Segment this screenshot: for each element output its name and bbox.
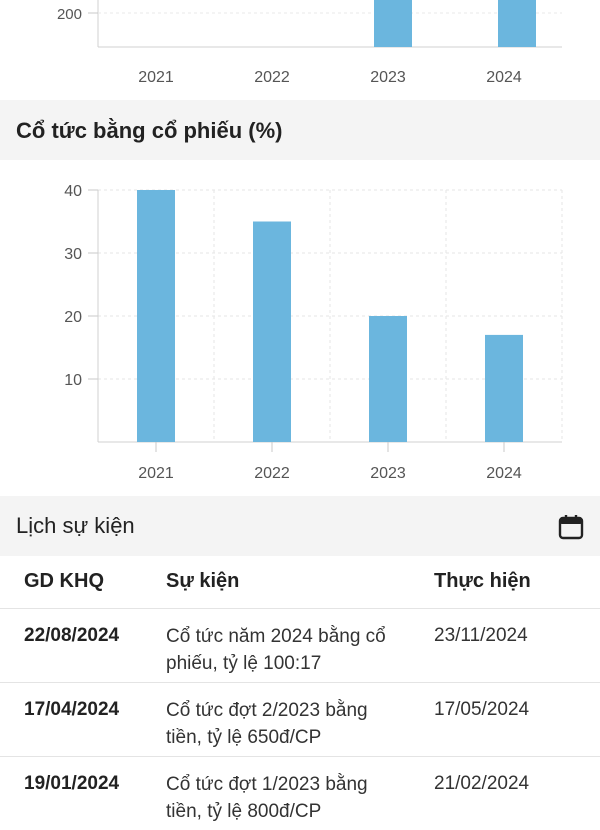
top-chart-ytick: 200 [57,6,82,23]
top-chart-svg: 200 2021 2022 2023 2024 [57,0,562,86]
x-tick-label: 2021 [138,69,174,86]
events-table-header: GD KHQ Sự kiện Thực hiện [0,556,600,609]
bar-2023 [369,316,407,442]
y-tick-label: 20 [64,309,82,326]
calendar-icon[interactable] [558,514,584,545]
top-chart-bar-2023 [374,0,412,47]
row-date: 17/04/2024 [24,699,120,720]
events-title: Lịch sự kiện [16,513,135,538]
row-event: Cổ tức năm 2024 bằng cổ phiếu, tỷ lệ 100… [166,623,422,677]
row-event-line: phiếu, tỷ lệ 100:17 [166,653,322,674]
y-tick-label: 40 [64,183,82,200]
x-tick-label: 2021 [138,465,174,482]
events-header: Lịch sự kiện [0,496,600,556]
row-event: Cổ tức đợt 2/2023 bằng tiền, tỷ lệ 650đ/… [166,697,422,751]
stock-dividend-title: Cổ tức bằng cổ phiếu (%) [16,118,283,143]
x-tick-label: 2023 [370,69,406,86]
top-chart-bar-2024 [498,0,536,47]
row-event-line: Cổ tức đợt 2/2023 bằng [166,700,368,721]
table-row[interactable]: 19/01/2024 Cổ tức đợt 1/2023 bằng tiền, … [0,757,600,830]
row-event-line: Cổ tức đợt 1/2023 bằng [166,774,368,795]
y-tick-label: 10 [64,372,82,389]
row-exec-date: 21/02/2024 [434,773,530,794]
x-tick-label: 2024 [486,465,522,482]
bar-2021 [137,190,175,442]
row-event: Cổ tức đợt 1/2023 bằng tiền, tỷ lệ 800đ/… [166,771,422,825]
y-tick-label: 30 [64,246,82,263]
column-header-su-kien: Sự kiện [166,570,240,592]
table-row[interactable]: 17/04/2024 Cổ tức đợt 2/2023 bằng tiền, … [0,683,600,757]
stock-dividend-chart-svg: 10 20 30 40 2021 2022 2023 2024 [64,183,563,482]
x-tick-label: 2022 [254,465,290,482]
row-event-line: tiền, tỷ lệ 650đ/CP [166,727,322,748]
stock-dividend-header: Cổ tức bằng cổ phiếu (%) [0,100,600,160]
row-date: 22/08/2024 [24,625,120,646]
bar-2024 [485,334,523,442]
x-tick-label: 2024 [486,69,522,86]
x-tick-label: 2023 [370,465,406,482]
bar-2022 [253,221,291,442]
column-header-gd-khq: GD KHQ [24,570,104,592]
x-tick-label: 2022 [254,69,290,86]
row-event-line: Cổ tức năm 2024 bằng cổ [166,626,386,647]
row-exec-date: 23/11/2024 [434,625,528,646]
row-exec-date: 17/05/2024 [434,699,530,720]
column-header-thuc-hien: Thực hiện [434,570,531,592]
table-row[interactable]: 22/08/2024 Cổ tức năm 2024 bằng cổ phiếu… [0,609,600,683]
row-date: 19/01/2024 [24,773,120,794]
row-event-line: tiền, tỷ lệ 800đ/CP [166,801,322,822]
